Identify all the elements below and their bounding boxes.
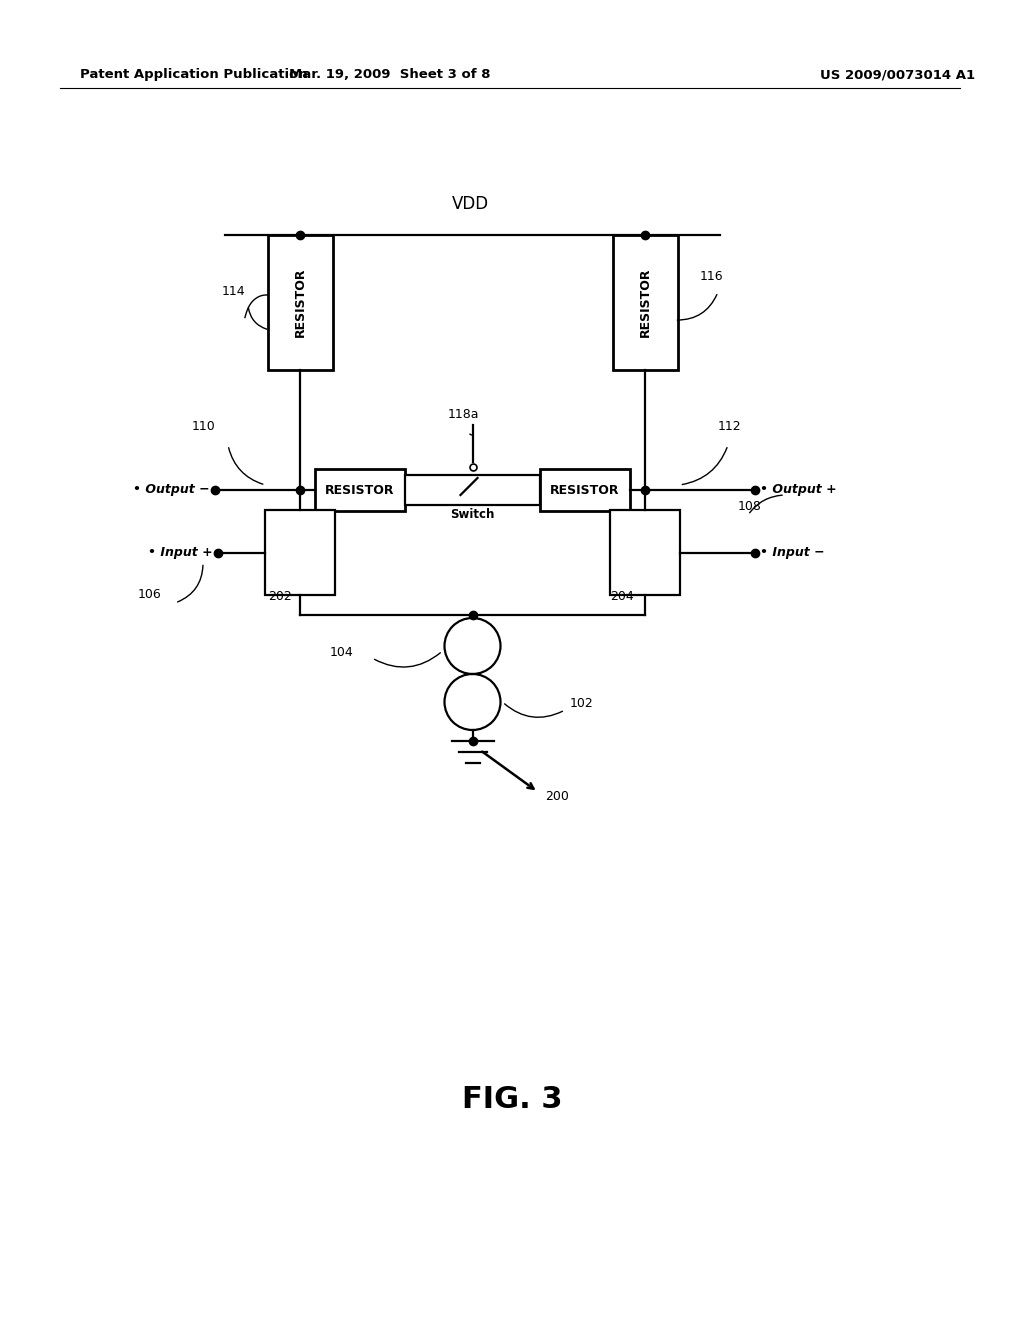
Text: RESISTOR: RESISTOR <box>550 483 620 496</box>
Text: • Output +: • Output + <box>760 483 837 496</box>
Text: RESISTOR: RESISTOR <box>639 268 651 337</box>
Bar <box>612 235 678 370</box>
Bar <box>315 469 406 511</box>
Text: • Input −: • Input − <box>760 546 824 558</box>
Bar <box>406 475 540 506</box>
Text: 204: 204 <box>610 590 634 603</box>
Text: 112: 112 <box>718 420 741 433</box>
Text: US 2009/0073014 A1: US 2009/0073014 A1 <box>820 69 975 81</box>
Bar <box>265 510 335 595</box>
Bar <box>610 510 680 595</box>
Text: 200: 200 <box>545 789 569 803</box>
Text: • Input +: • Input + <box>148 546 213 558</box>
Text: 108: 108 <box>738 500 762 513</box>
Text: 202: 202 <box>268 590 292 603</box>
Text: 102: 102 <box>570 697 594 710</box>
Text: • Output −: • Output − <box>133 483 210 496</box>
Text: 116: 116 <box>700 271 724 282</box>
Text: 118a: 118a <box>449 408 479 421</box>
Text: 110: 110 <box>193 420 216 433</box>
Text: 106: 106 <box>138 587 162 601</box>
Text: Switch: Switch <box>451 508 495 521</box>
Text: 104: 104 <box>330 645 353 659</box>
Bar <box>267 235 333 370</box>
Text: Patent Application Publication: Patent Application Publication <box>80 69 308 81</box>
Text: FIG. 3: FIG. 3 <box>462 1085 562 1114</box>
Text: RESISTOR: RESISTOR <box>326 483 394 496</box>
Text: RESISTOR: RESISTOR <box>294 268 306 337</box>
Text: Mar. 19, 2009  Sheet 3 of 8: Mar. 19, 2009 Sheet 3 of 8 <box>289 69 490 81</box>
Text: VDD: VDD <box>452 195 488 213</box>
Text: 114: 114 <box>222 285 246 298</box>
Bar <box>540 469 630 511</box>
